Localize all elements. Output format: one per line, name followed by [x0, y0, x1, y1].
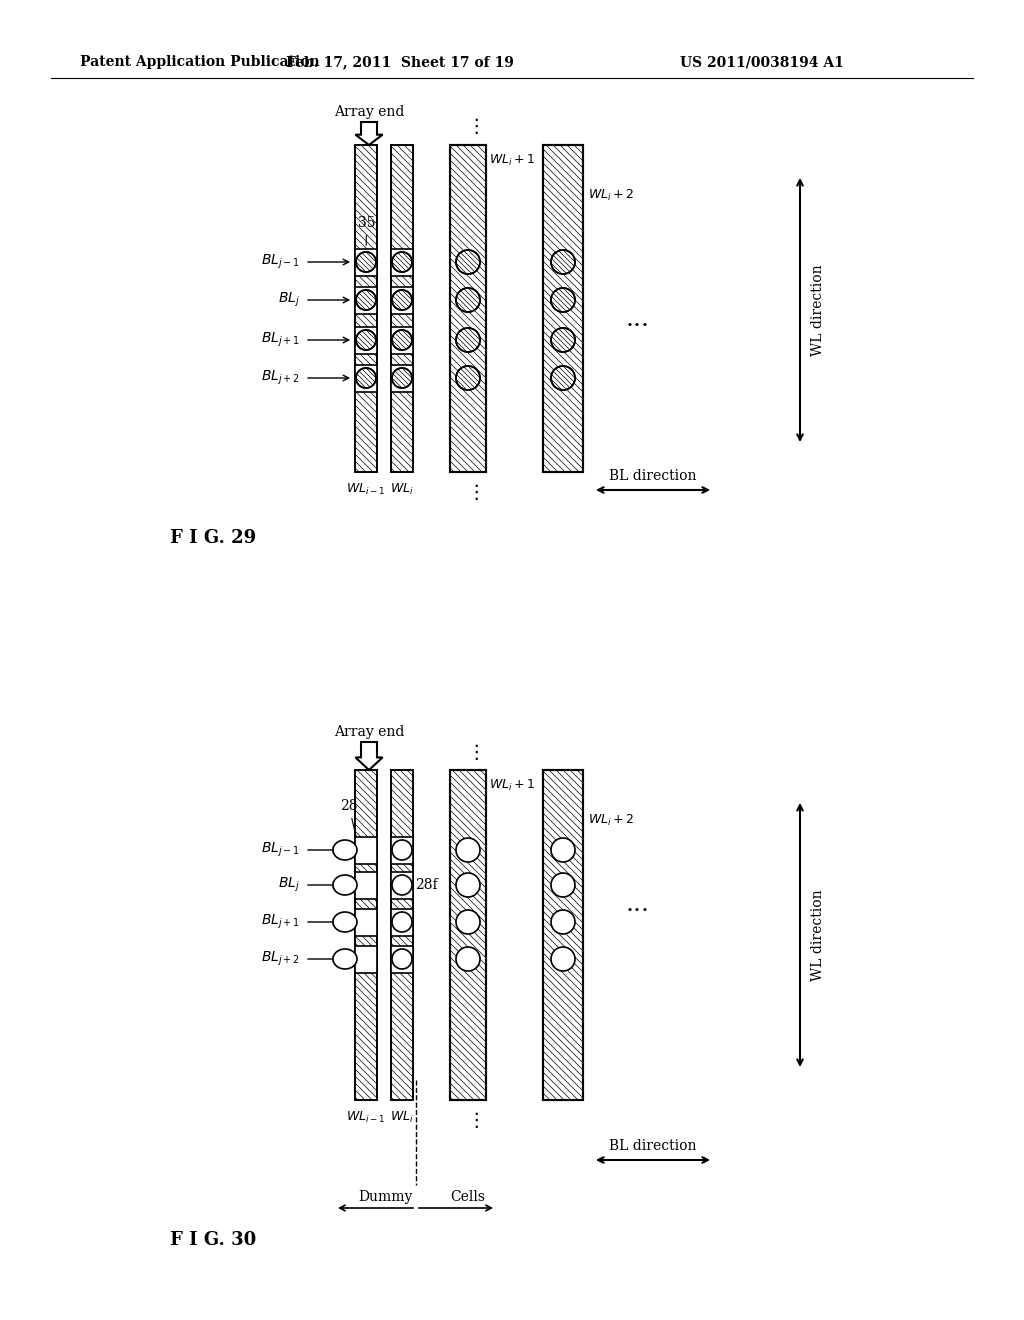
Ellipse shape [392, 949, 412, 969]
Circle shape [551, 909, 575, 935]
Circle shape [392, 330, 412, 350]
Text: BL direction: BL direction [609, 469, 696, 483]
Bar [355, 837, 377, 863]
Ellipse shape [392, 912, 412, 932]
Polygon shape [543, 770, 583, 1100]
Bar [391, 908, 413, 936]
Circle shape [551, 288, 575, 312]
Polygon shape [355, 121, 383, 145]
Text: $BL_{j+2}$: $BL_{j+2}$ [261, 368, 300, 387]
Text: ⋮: ⋮ [466, 117, 485, 136]
Text: $WL_{i-1}$: $WL_{i-1}$ [346, 1110, 386, 1125]
Text: Array end: Array end [334, 725, 404, 739]
Text: 28f: 28f [415, 878, 437, 892]
Text: F I G. 29: F I G. 29 [170, 529, 256, 546]
Bar [391, 286, 413, 314]
Ellipse shape [333, 840, 357, 861]
Text: 28: 28 [340, 799, 357, 837]
Circle shape [392, 252, 412, 272]
Ellipse shape [333, 949, 357, 969]
Text: $BL_{j-1}$: $BL_{j-1}$ [261, 841, 300, 859]
Circle shape [392, 368, 412, 388]
Polygon shape [543, 145, 583, 473]
Ellipse shape [392, 840, 412, 861]
Text: ...: ... [626, 894, 650, 916]
Text: ...: ... [626, 309, 650, 331]
Bar [355, 248, 377, 276]
Circle shape [356, 330, 376, 350]
Polygon shape [391, 145, 413, 473]
Ellipse shape [392, 875, 412, 895]
Circle shape [392, 290, 412, 310]
Circle shape [456, 946, 480, 972]
Text: $WL_i+2$: $WL_i+2$ [588, 187, 634, 202]
Bar [355, 871, 377, 899]
Circle shape [456, 366, 480, 389]
Text: $BL_{j-1}$: $BL_{j-1}$ [261, 253, 300, 271]
Text: US 2011/0038194 A1: US 2011/0038194 A1 [680, 55, 844, 69]
Ellipse shape [333, 912, 357, 932]
Text: $WL_i$: $WL_i$ [390, 1110, 414, 1125]
Text: $BL_j$: $BL_j$ [279, 876, 300, 894]
Circle shape [456, 327, 480, 352]
Text: Patent Application Publication: Patent Application Publication [80, 55, 319, 69]
Circle shape [456, 909, 480, 935]
Bar [355, 364, 377, 392]
Text: $WL_i$: $WL_i$ [390, 482, 414, 498]
Bar [355, 908, 377, 936]
Bar [355, 326, 377, 354]
Text: Dummy: Dummy [358, 1191, 413, 1204]
Bar [391, 364, 413, 392]
Text: Feb. 17, 2011  Sheet 17 of 19: Feb. 17, 2011 Sheet 17 of 19 [286, 55, 514, 69]
Text: BL direction: BL direction [609, 1139, 696, 1152]
Circle shape [356, 290, 376, 310]
Text: F I G. 30: F I G. 30 [170, 1232, 256, 1249]
Bar [391, 326, 413, 354]
Text: $BL_j$: $BL_j$ [279, 290, 300, 309]
Bar [391, 945, 413, 973]
Circle shape [456, 249, 480, 275]
Circle shape [456, 873, 480, 898]
Circle shape [551, 249, 575, 275]
Text: WL direction: WL direction [811, 890, 825, 981]
Text: $WL_i+1$: $WL_i+1$ [489, 777, 536, 792]
Bar [355, 945, 377, 973]
Bar [391, 837, 413, 863]
Polygon shape [391, 770, 413, 1100]
Text: $BL_{j+1}$: $BL_{j+1}$ [261, 331, 300, 350]
Text: ⋮: ⋮ [466, 483, 485, 502]
Circle shape [551, 838, 575, 862]
Bar [391, 871, 413, 899]
Bar [391, 248, 413, 276]
Text: $WL_i+2$: $WL_i+2$ [588, 812, 634, 828]
Text: WL direction: WL direction [811, 264, 825, 356]
Circle shape [456, 288, 480, 312]
Bar [355, 286, 377, 314]
Text: 35: 35 [358, 216, 376, 246]
Text: $BL_{j+2}$: $BL_{j+2}$ [261, 950, 300, 968]
Circle shape [551, 873, 575, 898]
Polygon shape [450, 770, 486, 1100]
Circle shape [456, 838, 480, 862]
Text: $WL_i+1$: $WL_i+1$ [489, 152, 536, 168]
Ellipse shape [333, 875, 357, 895]
Circle shape [356, 368, 376, 388]
Text: Array end: Array end [334, 106, 404, 119]
Polygon shape [355, 145, 377, 473]
Text: ⋮: ⋮ [466, 1110, 485, 1130]
Polygon shape [355, 770, 377, 1100]
Text: Cells: Cells [451, 1191, 485, 1204]
Polygon shape [450, 145, 486, 473]
Circle shape [551, 366, 575, 389]
Text: $BL_{j+1}$: $BL_{j+1}$ [261, 913, 300, 931]
Polygon shape [355, 742, 383, 770]
Text: $WL_{i-1}$: $WL_{i-1}$ [346, 482, 386, 498]
Circle shape [356, 252, 376, 272]
Circle shape [551, 327, 575, 352]
Circle shape [551, 946, 575, 972]
Text: ⋮: ⋮ [466, 742, 485, 762]
